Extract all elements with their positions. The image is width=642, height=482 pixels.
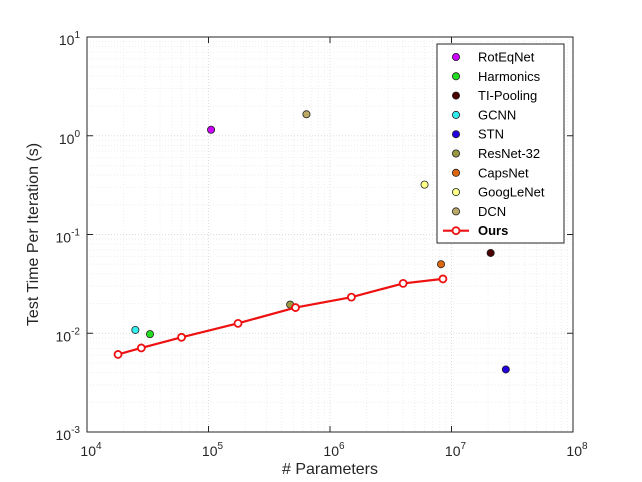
data-point-ours bbox=[346, 292, 356, 302]
series-line-ours bbox=[117, 277, 444, 356]
y-tick-label: 101 bbox=[59, 30, 81, 48]
x-tick-label: 108 bbox=[566, 441, 588, 459]
data-point-gcnn bbox=[131, 325, 140, 334]
legend-marker-resnet-32 bbox=[451, 149, 460, 158]
x-axis-label: # Parameters bbox=[282, 461, 378, 478]
data-point-stn bbox=[501, 365, 510, 374]
x-tick-label: 106 bbox=[323, 441, 345, 459]
legend-marker-googlenet bbox=[451, 188, 460, 197]
legend-marker-roteqnet bbox=[451, 53, 460, 62]
data-point-ours bbox=[136, 343, 146, 353]
legend-marker-harmonics bbox=[451, 72, 460, 81]
legend-label-roteqnet: RotEqNet bbox=[478, 50, 535, 65]
data-point-roteqnet bbox=[207, 125, 216, 134]
data-point-ours bbox=[398, 278, 408, 288]
legend-label-dcn: DCN bbox=[478, 204, 506, 219]
legend-label-resnet-32: ResNet-32 bbox=[478, 146, 540, 161]
data-layer bbox=[113, 110, 510, 374]
legend-marker-dcn bbox=[451, 207, 460, 216]
legend-label-harmonics: Harmonics bbox=[478, 69, 541, 84]
y-axis-label: Test Time Per Iteration (s) bbox=[25, 143, 42, 326]
data-point-googlenet bbox=[420, 180, 429, 189]
legend-marker-ti-pooling bbox=[451, 91, 460, 100]
y-tick-label: 10-1 bbox=[56, 228, 81, 246]
data-point-ours bbox=[177, 332, 186, 342]
legend: RotEqNet Harmonics TI-Pooling GCNN STN ResNet… bbox=[436, 43, 565, 244]
legend-marker-gcnn bbox=[451, 110, 460, 119]
y-tick-label: 10-2 bbox=[56, 326, 81, 344]
data-point-capsnet bbox=[437, 260, 446, 269]
x-tick-label: 104 bbox=[80, 441, 102, 459]
legend-label-googlenet: GoogLeNet bbox=[478, 185, 545, 200]
data-point-ours bbox=[233, 318, 243, 328]
legend-label-stn: STN bbox=[478, 127, 504, 142]
x-tick-label: 107 bbox=[445, 441, 467, 459]
y-tick-label: 100 bbox=[59, 129, 81, 147]
data-point-harmonics bbox=[145, 330, 154, 339]
data-point-ours bbox=[113, 350, 123, 359]
data-point-ti-pooling bbox=[486, 248, 495, 257]
legend-label-ti-pooling: TI-Pooling bbox=[478, 88, 537, 103]
data-point-ours bbox=[438, 274, 448, 284]
legend-marker-stn bbox=[451, 130, 460, 139]
x-tick-label: 105 bbox=[202, 441, 224, 459]
data-point-ours bbox=[291, 303, 300, 312]
data-point-dcn bbox=[302, 110, 311, 119]
y-tick-label: 10-3 bbox=[56, 425, 81, 443]
ticks: 104 105 106 107 108 101 100 10-1 10-2 10-3 bbox=[56, 30, 588, 459]
legend-label-ours: Ours bbox=[478, 223, 508, 238]
legend-label-gcnn: GCNN bbox=[478, 107, 516, 122]
legend-label-capsnet: CapsNet bbox=[478, 165, 529, 180]
legend-marker-capsnet bbox=[451, 168, 460, 177]
legend-marker-ours bbox=[451, 226, 461, 236]
